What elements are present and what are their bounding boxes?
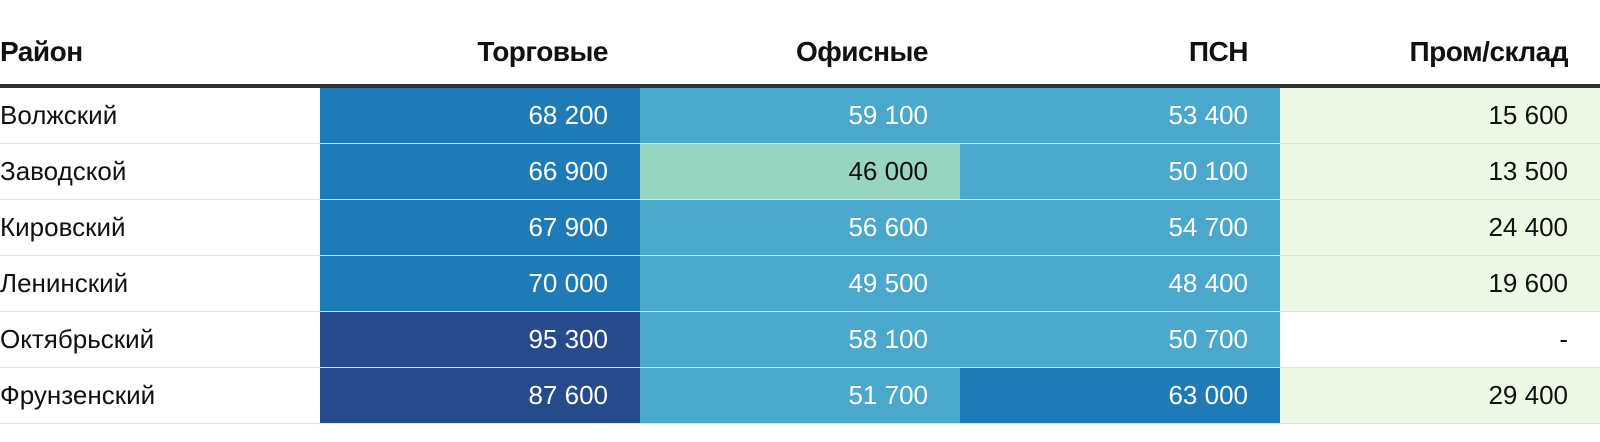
heat-cell-retail: 66 900 bbox=[320, 143, 640, 200]
column-header-retail: Торговые bbox=[320, 20, 640, 88]
heat-cell-industrial-warehouse: 24 400 bbox=[1280, 199, 1600, 256]
heat-cell-office: 51 700 bbox=[640, 367, 960, 424]
heat-cell-office: 58 100 bbox=[640, 311, 960, 368]
heat-cell-retail: 68 200 bbox=[320, 86, 640, 144]
heat-cell-retail: 95 300 bbox=[320, 311, 640, 368]
row-label-district: Ленинский bbox=[0, 255, 320, 312]
heat-cell-industrial-warehouse: 19 600 bbox=[1280, 255, 1600, 312]
heat-cell-industrial-warehouse: 29 400 bbox=[1280, 367, 1600, 424]
heat-cell-psn: 48 400 bbox=[960, 255, 1280, 312]
heat-cell-office: 46 000 bbox=[640, 143, 960, 200]
heat-cell-psn: 54 700 bbox=[960, 199, 1280, 256]
heat-cell-office: 56 600 bbox=[640, 199, 960, 256]
table-row: Заводской 66 900 46 000 50 100 13 500 bbox=[0, 143, 1600, 200]
row-label-district: Заводской bbox=[0, 143, 320, 200]
heat-cell-psn: 53 400 bbox=[960, 86, 1280, 144]
heat-cell-office: 49 500 bbox=[640, 255, 960, 312]
table-row: Кировский 67 900 56 600 54 700 24 400 bbox=[0, 199, 1600, 256]
row-label-district: Кировский bbox=[0, 199, 320, 256]
heat-cell-psn: 63 000 bbox=[960, 367, 1280, 424]
heat-cell-retail: 67 900 bbox=[320, 199, 640, 256]
table-row: Октябрьский 95 300 58 100 50 700- bbox=[0, 311, 1600, 368]
column-header-psn: ПСН bbox=[960, 20, 1280, 88]
heat-cell-industrial-warehouse: 13 500 bbox=[1280, 143, 1600, 200]
row-label-district: Фрунзенский bbox=[0, 367, 320, 424]
heat-cell-industrial-warehouse: - bbox=[1280, 311, 1600, 368]
heat-cell-industrial-warehouse: 15 600 bbox=[1280, 86, 1600, 144]
heat-cell-office: 59 100 bbox=[640, 86, 960, 144]
column-header-office: Офисные bbox=[640, 20, 960, 88]
column-header-industrial-warehouse: Пром/склад bbox=[1280, 20, 1600, 88]
table-row: Ленинский 70 000 49 500 48 400 19 600 bbox=[0, 255, 1600, 312]
heat-cell-psn: 50 100 bbox=[960, 143, 1280, 200]
heat-cell-retail: 87 600 bbox=[320, 367, 640, 424]
header-row: Район Торговые Офисные ПСН Пром/склад bbox=[0, 20, 1600, 88]
row-label-district: Волжский bbox=[0, 86, 320, 144]
heat-cell-psn: 50 700 bbox=[960, 311, 1280, 368]
table-row: Волжский 68 200 59 100 53 400 15 600 bbox=[0, 86, 1600, 144]
heatmap-table: Район Торговые Офисные ПСН Пром/склад Во… bbox=[0, 20, 1600, 424]
column-header-district: Район bbox=[0, 20, 320, 88]
table-body: Волжский 68 200 59 100 53 400 15 600 Заводско… bbox=[0, 86, 1600, 424]
row-label-district: Октябрьский bbox=[0, 311, 320, 368]
heat-cell-retail: 70 000 bbox=[320, 255, 640, 312]
table-row: Фрунзенский 87 600 51 700 63 000 29 400 bbox=[0, 367, 1600, 424]
